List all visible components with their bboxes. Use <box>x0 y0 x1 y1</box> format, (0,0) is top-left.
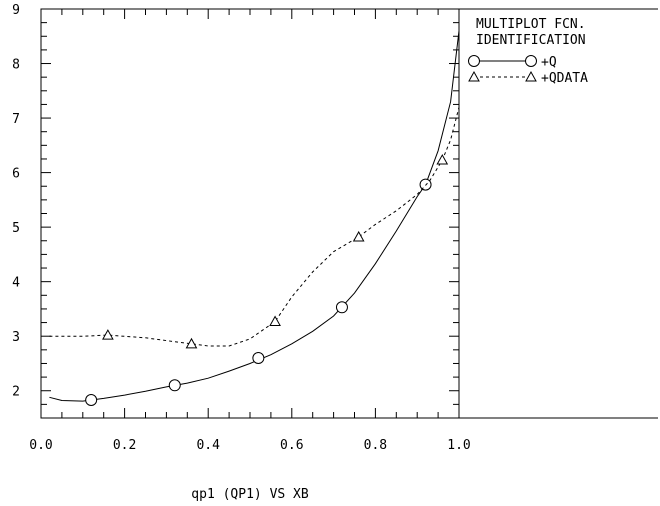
data-point-qdata <box>436 154 449 165</box>
y-tick-label: 3 <box>12 330 20 345</box>
series-line-qdata <box>49 107 460 347</box>
y-tick-label: 7 <box>12 112 20 127</box>
y-tick-label: 2 <box>12 385 20 400</box>
plot-border <box>40 8 460 419</box>
x-tick-label: 0.4 <box>196 438 220 453</box>
y-tick-label: 8 <box>12 58 20 73</box>
legend-title-line2: IDENTIFICATION <box>476 33 586 48</box>
data-point-q <box>252 352 265 365</box>
axes-frame <box>40 8 658 419</box>
y-tick-label: 4 <box>12 276 20 291</box>
series-line-q <box>49 30 460 402</box>
legend-title-line1: MULTIPLOT FCN. <box>476 17 586 32</box>
x-tick-label: 0.0 <box>29 438 52 453</box>
series-layer <box>49 30 460 407</box>
legend-marker-q-right <box>525 55 537 67</box>
data-point-qdata <box>102 329 114 340</box>
tick-labels: 0.0 0.2 0.4 0.6 0.8 1.0 2 3 4 5 6 7 8 9 <box>12 3 471 453</box>
legend-marker-qdata-right <box>525 70 537 82</box>
legend-marker-qdata-left <box>468 70 480 82</box>
data-point-q <box>85 394 98 407</box>
y-tick-label: 9 <box>12 3 20 18</box>
data-point-qdata <box>352 230 365 242</box>
legend-marker-q-left <box>468 55 480 67</box>
data-point-q <box>335 301 348 314</box>
x-tick-label: 0.6 <box>280 438 303 453</box>
x-tick-label: 1.0 <box>447 438 470 453</box>
data-point-q <box>168 379 181 392</box>
y-tick-label: 5 <box>12 221 20 236</box>
x-tick-label: 0.8 <box>364 438 387 453</box>
y-tick-label: 6 <box>12 167 20 182</box>
axis-ticks <box>40 8 460 419</box>
data-point-qdata <box>185 337 198 349</box>
x-tick-label: 0.2 <box>113 438 136 453</box>
x-axis-label: qp1 (QP1) VS XB <box>191 487 309 502</box>
legend: MULTIPLOT FCN. IDENTIFICATION +Q +QDATA <box>468 17 588 86</box>
legend-label-q: +Q <box>541 55 557 70</box>
data-point-qdata <box>269 315 281 326</box>
legend-label-qdata: +QDATA <box>541 71 588 86</box>
